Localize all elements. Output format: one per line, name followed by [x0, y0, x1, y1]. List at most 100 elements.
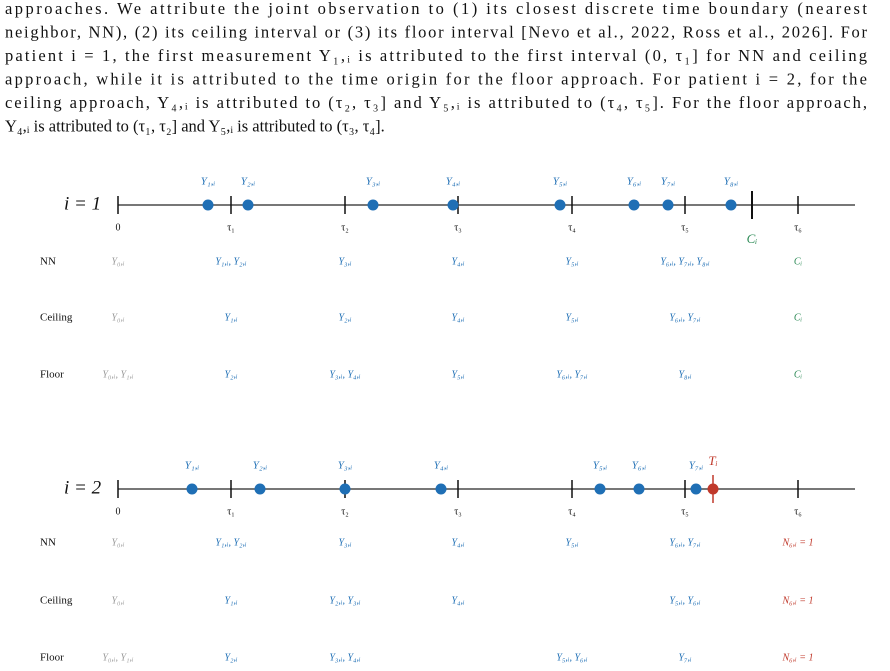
observation-label: Y₃,ᵢ	[338, 460, 353, 472]
tick-label: τ₄	[568, 506, 576, 517]
cell: Y₃,ᵢ, Y₄,ᵢ	[329, 652, 361, 663]
cell: Y₆,ᵢ, Y₇,ᵢ	[669, 537, 701, 548]
cell: Y₂,ᵢ	[224, 369, 238, 380]
observation	[594, 483, 606, 495]
row-name: Ceiling	[40, 595, 73, 607]
tick-label: τ₁	[227, 222, 235, 233]
observation-label: Y₂,ᵢ	[241, 176, 256, 188]
observation-label: Y₁,ᵢ	[201, 176, 216, 188]
observation-label: Y₆,ᵢ	[632, 460, 647, 472]
row-name: NN	[40, 537, 56, 549]
cell: Cᵢ	[794, 312, 803, 323]
cell: Y₀,ᵢ, Y₁,ᵢ	[102, 369, 134, 380]
observation	[662, 199, 674, 211]
cell: N₆,ᵢ = 1	[782, 652, 814, 663]
observation	[628, 199, 640, 211]
cell: Y₅,ᵢ, Y₆,ᵢ	[556, 652, 588, 663]
event-label: Tᵢ	[708, 453, 717, 468]
observation	[435, 483, 447, 495]
observation-label: Y₇,ᵢ	[661, 176, 676, 188]
cell: Y₇,ᵢ	[678, 652, 692, 663]
cell: Y₁,ᵢ	[224, 595, 238, 606]
tick-label: 0	[116, 222, 121, 233]
event-label: Cᵢ	[747, 231, 758, 246]
row-name: Ceiling	[40, 312, 73, 324]
cell: Y₄,ᵢ	[451, 256, 465, 267]
paragraph-line: Y₄,ᵢ is attributed to (τ₁, τ₂] and Y₅,ᵢ …	[5, 116, 385, 135]
observation	[242, 199, 254, 211]
row-name: Floor	[40, 369, 64, 381]
cell: Y₅,ᵢ	[565, 256, 579, 267]
cell: N₆,ᵢ = 1	[782, 537, 814, 548]
cell: Y₅,ᵢ	[565, 312, 579, 323]
row-name: NN	[40, 256, 56, 268]
cell: Y₀,ᵢ	[111, 595, 125, 606]
cell: Y₂,ᵢ	[338, 312, 352, 323]
paragraph-line: ceiling approach, Y₄,ᵢ is attributed to …	[5, 93, 867, 112]
observation-label: Y₄,ᵢ	[434, 460, 449, 472]
paragraph-line: approaches. We attribute the joint obser…	[5, 0, 867, 18]
tick-label: τ₄	[568, 222, 576, 233]
cell: Y₄,ᵢ	[451, 537, 465, 548]
tick-label: τ₂	[341, 222, 349, 233]
tick-label: τ₆	[794, 506, 802, 517]
cell: Y₃,ᵢ	[338, 537, 352, 548]
cell: Y₆,ᵢ, Y₇,ᵢ, Y₈,ᵢ	[660, 256, 710, 267]
observation-label: Y₂,ᵢ	[253, 460, 268, 472]
observation	[633, 483, 645, 495]
tick-label: τ₃	[454, 222, 462, 233]
event-point	[707, 483, 719, 495]
cell: Cᵢ	[794, 369, 803, 380]
paragraph-line: approach, while it is attributed to the …	[5, 69, 867, 88]
cell: Y₈,ᵢ	[678, 369, 692, 380]
observation-label: Y₃,ᵢ	[366, 176, 381, 188]
panel-label: i = 2	[64, 477, 102, 498]
cell: Y₂,ᵢ	[224, 652, 238, 663]
observation	[202, 199, 214, 211]
observation	[367, 199, 379, 211]
panel-label: i = 1	[64, 193, 101, 214]
cell: Y₁,ᵢ	[224, 312, 238, 323]
observation-label: Y₈,ᵢ	[724, 176, 739, 188]
observation	[690, 483, 702, 495]
observation-label: Y₁,ᵢ	[185, 460, 200, 472]
cell: Y₃,ᵢ	[338, 256, 352, 267]
cell: Y₅,ᵢ	[565, 537, 579, 548]
cell: Y₁,ᵢ, Y₂,ᵢ	[215, 256, 247, 267]
observation	[725, 199, 737, 211]
cell: Y₂,ᵢ, Y₃,ᵢ	[329, 595, 361, 606]
observation-label: Y₅,ᵢ	[553, 176, 568, 188]
row-name: Floor	[40, 652, 64, 664]
tick-label: τ₃	[454, 506, 462, 517]
observation-label: Y₄,ᵢ	[446, 176, 461, 188]
observation-label: Y₇,ᵢ	[689, 460, 704, 472]
paragraph-line: patient i = 1, the first measurement Y₁,…	[5, 46, 867, 65]
cell: Y₀,ᵢ	[111, 537, 125, 548]
cell: Cᵢ	[794, 256, 803, 267]
observation	[186, 483, 198, 495]
cell: N₆,ᵢ = 1	[782, 595, 814, 606]
cell: Y₁,ᵢ, Y₂,ᵢ	[215, 537, 247, 548]
cell: Y₆,ᵢ, Y₇,ᵢ	[669, 312, 701, 323]
cell: Y₄,ᵢ	[451, 312, 465, 323]
observation	[554, 199, 566, 211]
cell: Y₀,ᵢ	[111, 256, 125, 267]
tick-label: τ₆	[794, 222, 802, 233]
tick-label: τ₁	[227, 506, 235, 517]
observation	[447, 199, 459, 211]
cell: Y₅,ᵢ, Y₆,ᵢ	[669, 595, 701, 606]
cell: Y₀,ᵢ	[111, 312, 125, 323]
cell: Y₃,ᵢ, Y₄,ᵢ	[329, 369, 361, 380]
cell: Y₄,ᵢ	[451, 595, 465, 606]
tick-label: τ₂	[341, 506, 349, 517]
tick-label: τ₅	[681, 506, 689, 517]
observation-label: Y₅,ᵢ	[593, 460, 608, 472]
observation	[339, 483, 351, 495]
cell: Y₀,ᵢ, Y₁,ᵢ	[102, 652, 134, 663]
cell: Y₅,ᵢ	[451, 369, 465, 380]
tick-label: 0	[116, 506, 121, 517]
cell: Y₆,ᵢ, Y₇,ᵢ	[556, 369, 588, 380]
paragraph-line: neighbor, NN), (2) its ceiling interval …	[5, 22, 867, 41]
observation-label: Y₆,ᵢ	[627, 176, 642, 188]
